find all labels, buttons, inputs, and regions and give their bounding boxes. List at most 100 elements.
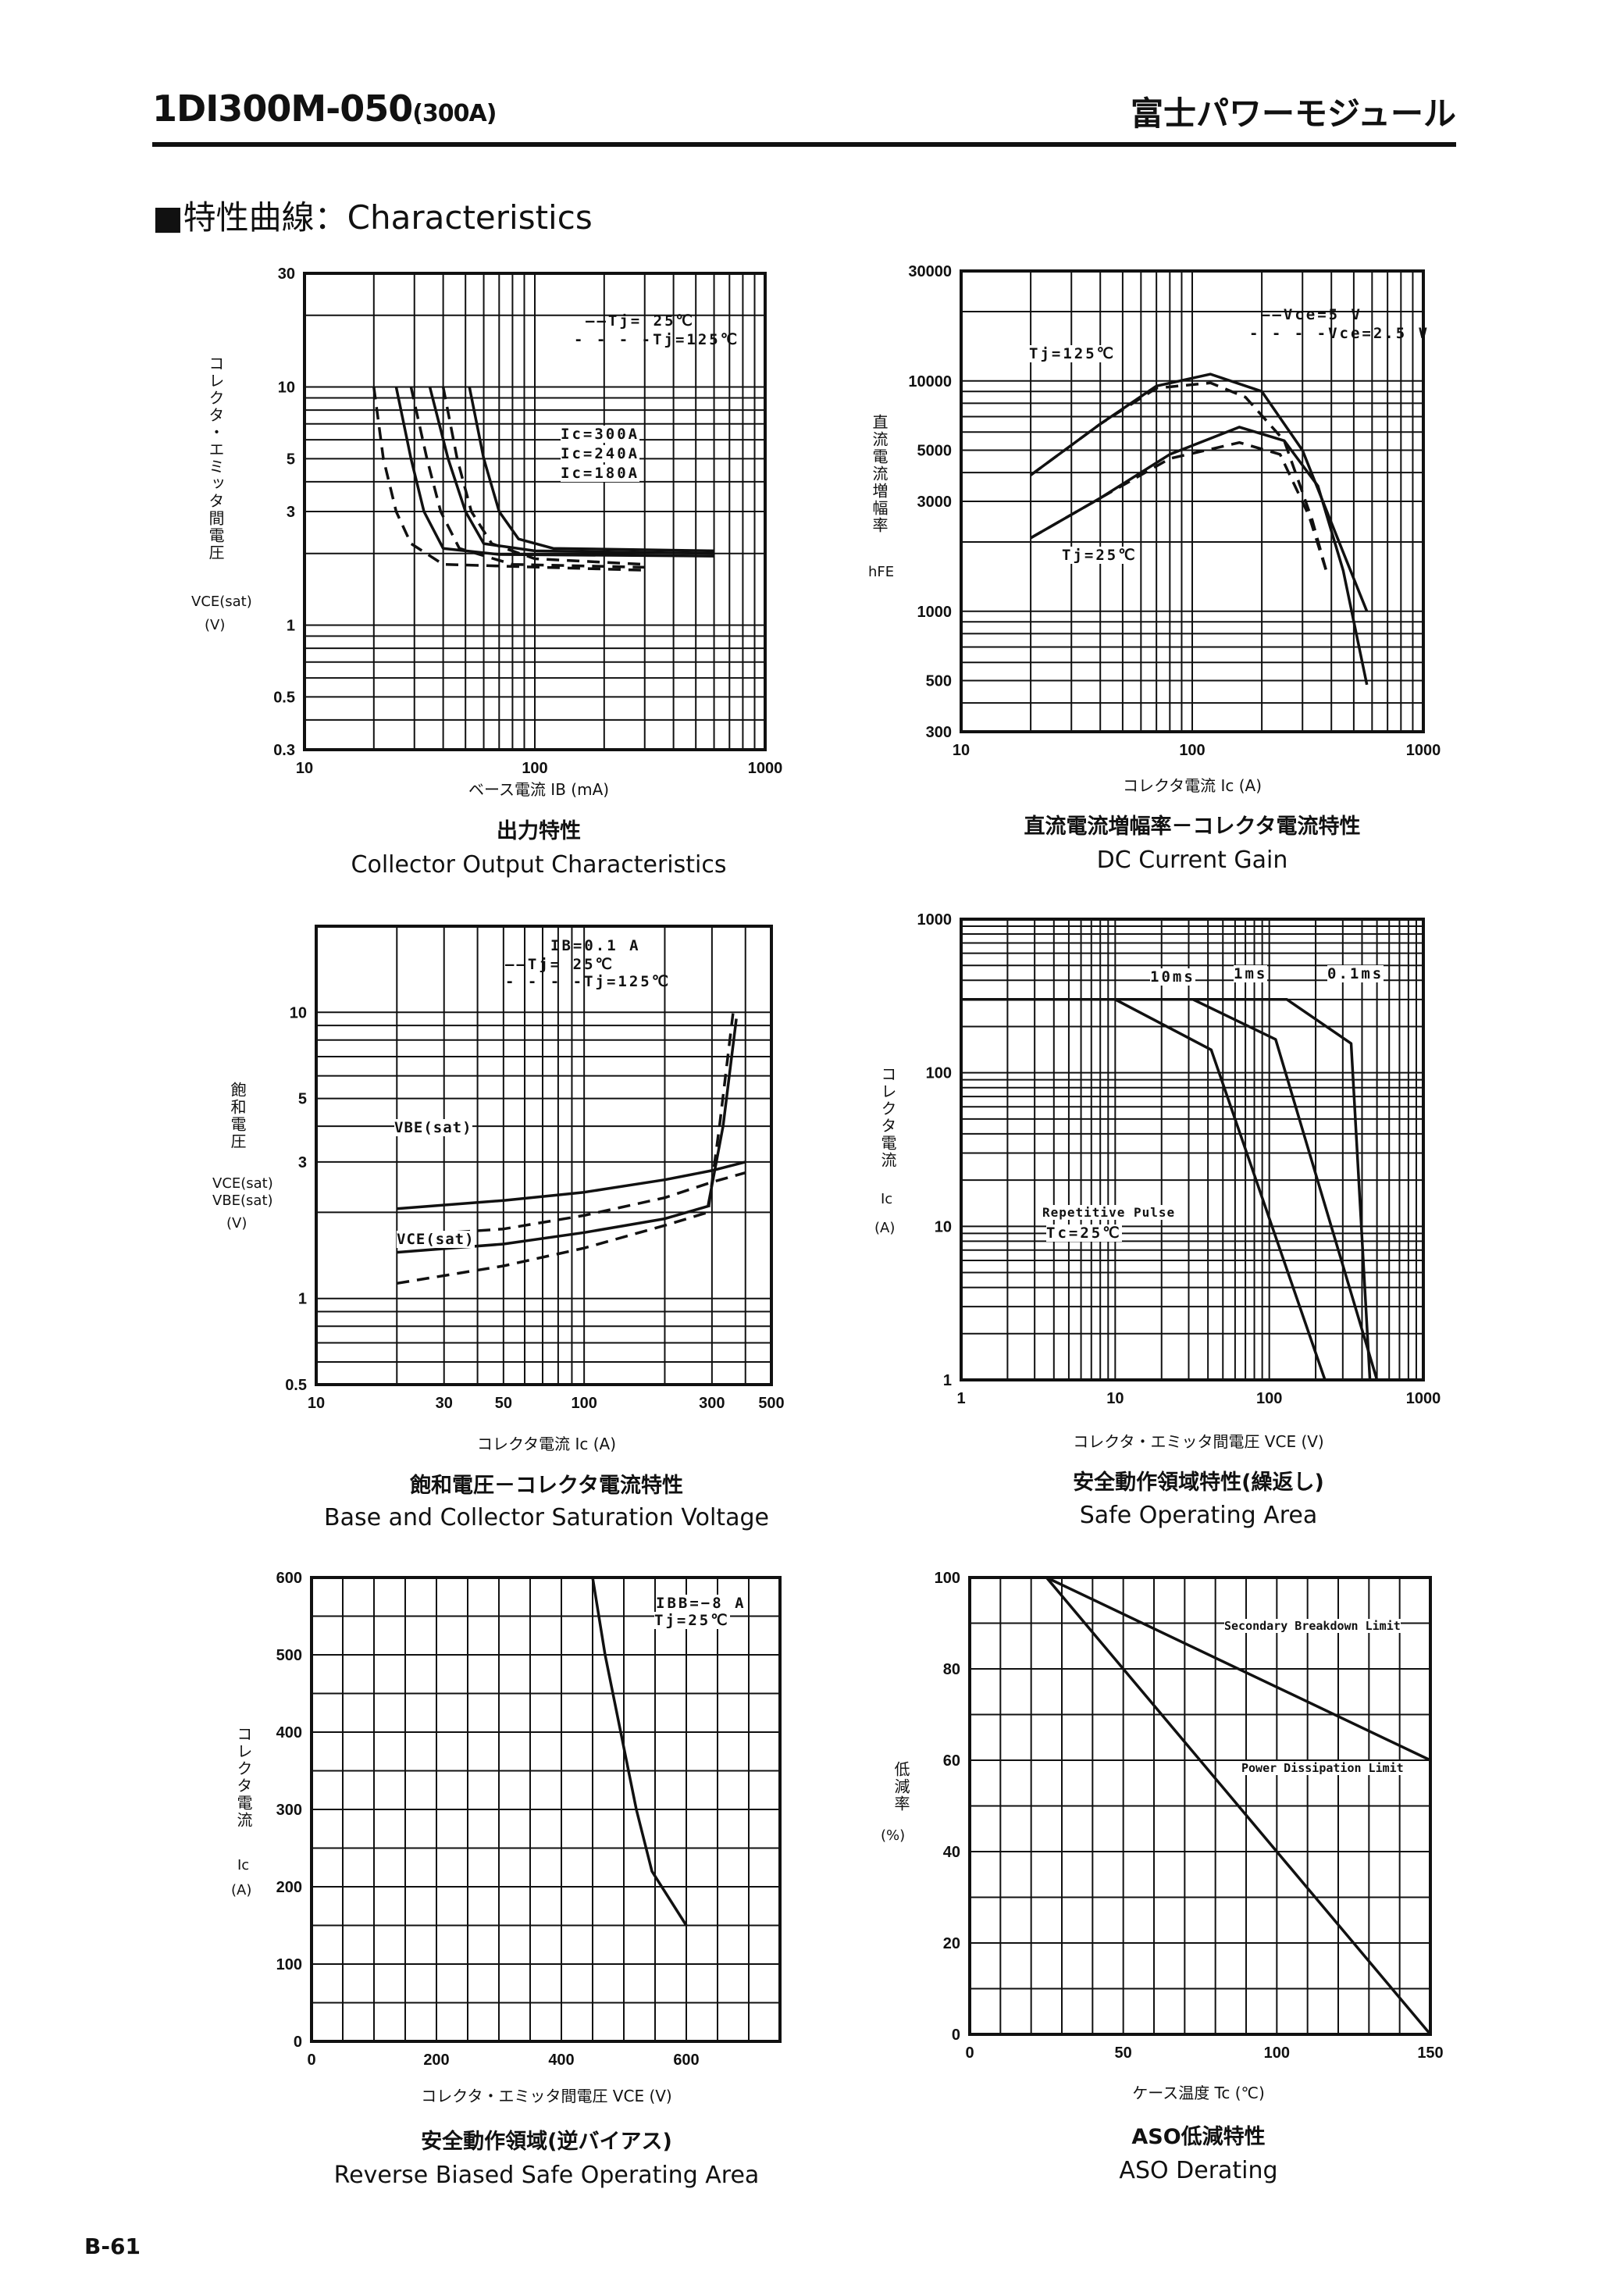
y-tick-label: 10	[935, 1218, 952, 1235]
y-tick-label: 80	[943, 1661, 960, 1678]
y-tick-label: 300	[276, 1802, 302, 1819]
y-tick-label: 10	[290, 1004, 307, 1021]
y-axis-unit: (A)	[231, 1882, 252, 1898]
chart-title-jp: 直流電流増幅率－コレクタ電流特性	[1024, 815, 1361, 839]
y-tick-label: 0.3	[273, 742, 295, 759]
y-tick-label: 0	[294, 2034, 302, 2051]
y-tick-label: 1	[287, 618, 295, 635]
y-tick-label: 100	[276, 1956, 302, 1973]
series-line	[397, 1171, 746, 1238]
x-tick-label: 50	[1115, 2044, 1132, 2062]
x-axis-label: コレクタ電流 Ic (A)	[476, 1435, 617, 1453]
annotation-1ms: 1ms	[1234, 965, 1268, 982]
y-tick-label: 3000	[917, 494, 953, 511]
x-axis-label: コレクタ・エミッタ間電圧 VCE (V)	[421, 2087, 672, 2105]
x-tick-label: 0	[307, 2052, 315, 2069]
y-axis-unit: (V)	[205, 617, 226, 633]
y-tick-label: 40	[943, 1844, 960, 1861]
y-axis-label-jp: コレクタ電流	[878, 1066, 897, 1169]
legend-repetitive-pulse: Repetitive Pulse	[1042, 1205, 1176, 1220]
series-line	[468, 387, 714, 553]
chart-title-jp: 安全動作領域特性(繰返し)	[1073, 1471, 1324, 1495]
y-tick-label: 3	[287, 504, 295, 521]
y-tick-label: 600	[276, 1570, 302, 1587]
x-tick-label: 300	[699, 1395, 725, 1412]
y-tick-label: 3	[298, 1154, 307, 1171]
annotation-10ms: 10ms	[1150, 968, 1195, 986]
y-axis-symbol: Ic	[881, 1191, 893, 1207]
y-axis-unit: (V)	[226, 1215, 248, 1232]
legend-ib: IB=0.1 A	[550, 937, 641, 954]
legend-ibb: IBB=−8 A	[656, 1595, 746, 1612]
y-tick-label: 400	[276, 1724, 302, 1741]
chart-title-en: Collector Output Characteristics	[351, 851, 727, 879]
x-tick-label: 400	[548, 2052, 574, 2069]
part-number: 1DI300M-050	[152, 87, 413, 130]
legend-dashed: - - - -Vce=2.5 V	[1249, 325, 1430, 342]
chart-title-en: Reverse Biased Safe Operating Area	[333, 2162, 760, 2189]
y-axis-label-jp: 低減率	[892, 1761, 910, 1813]
y-axis-symbol: Ic	[237, 1857, 250, 1873]
y-tick-label: 20	[943, 1935, 960, 1952]
chart-collector-output: 10 100 1000 0.3 0.5 1 3 5 10 30	[273, 266, 782, 777]
chart-title-jp: ASO低減特性	[1131, 2125, 1266, 2149]
x-tick-label: 100	[1256, 1390, 1282, 1407]
series-line	[1030, 426, 1369, 686]
plot-frame	[968, 1576, 1432, 2036]
legend-tj: Tj=25℃	[654, 1612, 730, 1629]
chart-title-en: Base and Collector Saturation Voltage	[324, 1504, 769, 1531]
x-axis-label: コレクタ・エミッタ間電圧 VCE (V)	[1073, 1432, 1324, 1451]
annotation-vbe-sat: VBE(sat)	[394, 1119, 472, 1136]
x-tick-label: 0	[965, 2044, 974, 2062]
y-tick-label: 0	[952, 2027, 960, 2044]
x-tick-label: 10	[953, 742, 970, 759]
x-tick-label: 10	[296, 760, 313, 777]
y-tick-label: 60	[943, 1752, 960, 1770]
chart-title-en: ASO Derating	[1119, 2157, 1278, 2184]
y-tick-label: 30000	[908, 263, 952, 280]
series-line	[397, 1012, 735, 1285]
x-tick-label: 1	[956, 1390, 965, 1407]
annotation-power-dissipation: Power Dissipation Limit	[1241, 1761, 1404, 1775]
x-tick-label: 1000	[1406, 742, 1441, 759]
chart-title-jp: 出力特性	[497, 819, 581, 843]
x-tick-label: 100	[522, 760, 547, 777]
series-line	[1030, 381, 1328, 572]
y-tick-label: 1000	[917, 911, 953, 929]
plot-frame	[310, 1576, 782, 2043]
legend-solid: ——Vce=5 V	[1261, 306, 1362, 323]
y-tick-label: 10	[278, 380, 295, 397]
x-tick-label: 1000	[748, 760, 783, 777]
x-tick-label: 1000	[1406, 1390, 1441, 1407]
y-axis-symbol: hFE	[868, 564, 895, 580]
annotation-ic240: Ic=240A	[561, 445, 640, 462]
chart-title-en: DC Current Gain	[1096, 847, 1288, 874]
legend-dashed: - - - -Tj=125℃	[505, 973, 671, 990]
series-line	[372, 387, 645, 572]
x-tick-label: 10	[308, 1395, 325, 1412]
y-axis-label-jp: コレクタ電流	[234, 1726, 253, 1829]
y-tick-label: 1	[943, 1372, 952, 1389]
annotation-secondary-breakdown: Secondary Breakdown Limit	[1224, 1619, 1401, 1633]
y-tick-label: 5	[298, 1091, 307, 1108]
y-tick-label: 30	[278, 266, 295, 283]
page-number: B-61	[84, 2233, 141, 2259]
x-tick-label: 600	[673, 2052, 699, 2069]
chart-title-jp: 安全動作領域(逆バイアス)	[421, 2130, 672, 2154]
plot-frame	[315, 925, 773, 1386]
y-tick-label: 100	[935, 1570, 960, 1587]
x-tick-label: 100	[1179, 742, 1205, 759]
series-line	[961, 998, 1379, 1381]
x-axis-label: ベース電流 IB (mA)	[468, 780, 610, 799]
y-tick-label: 1000	[917, 604, 953, 621]
annotation-tj125: Tj=125℃	[1029, 345, 1116, 362]
legend-solid: ——Tj= 25℃	[586, 312, 695, 330]
x-tick-label: 100	[1264, 2044, 1290, 2062]
y-axis-unit: (%)	[881, 1827, 906, 1844]
y-tick-label: 500	[926, 673, 952, 690]
chart-aso-derating: 0 50 100 150 0 20 40 60 80 100	[935, 1570, 1444, 2062]
y-tick-label: 200	[276, 1879, 302, 1896]
plot-frame	[960, 269, 1425, 733]
series-line	[409, 387, 645, 569]
y-tick-label: 1	[298, 1291, 307, 1308]
